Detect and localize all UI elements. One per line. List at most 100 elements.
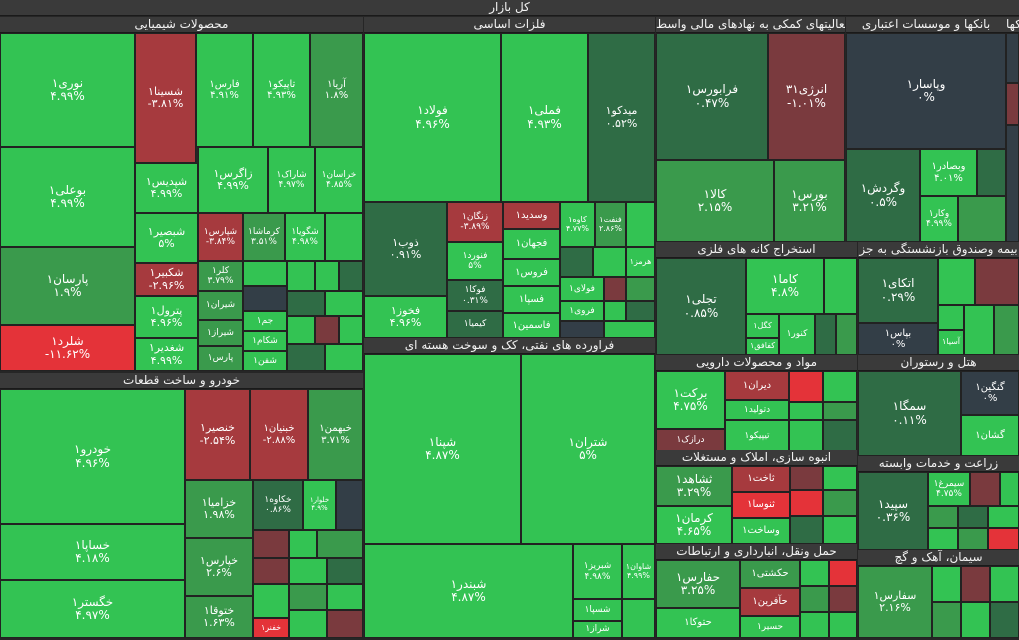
treemap-tile[interactable]: کرماشا۱ ۳.۵۱% [243,213,285,261]
treemap-tile-small[interactable] [560,247,593,277]
treemap-tile[interactable]: شاراک۱ ۴.۹۷% [268,147,315,213]
treemap-tile[interactable]: خساپا۱ ۴.۱۸% [0,524,185,580]
treemap-tile-small[interactable] [626,202,655,247]
treemap-tile[interactable]: خزامیا۱ ۱.۹۸% [185,480,253,538]
treemap-tile[interactable]: سیمرغ۱ ۴.۷۵% [928,472,970,506]
treemap-tile-small[interactable] [339,316,363,344]
treemap-tile[interactable]: تیپیکو۱ [725,420,789,452]
treemap-tile[interactable]: فاسمین۱ [503,313,560,338]
treemap-tile[interactable]: شبصیر۱ ۵% [135,213,198,263]
treemap-tile[interactable]: شبندر۱ ۴.۸۷% [364,544,573,638]
treemap-tile[interactable]: وپاسار۱ ۰% [846,33,1006,149]
treemap-tile[interactable]: اتکای۱ ۰.۲۹% [858,258,938,323]
treemap-tile[interactable]: خفنر۱ [253,618,289,638]
treemap-tile-small[interactable] [327,610,363,638]
treemap-tile-small[interactable] [604,301,626,321]
treemap-tile[interactable]: دیران۱ [725,371,789,400]
treemap-tile-small[interactable] [928,506,958,528]
treemap-tile[interactable]: جم۱ [243,311,287,331]
treemap-tile-small[interactable] [988,506,1019,528]
treemap-tile[interactable]: وکار۱ ۴.۹۹% [920,196,958,242]
treemap-tile[interactable]: فولاد۱ ۴.۹۶% [364,33,501,202]
treemap-tile[interactable]: تاپیکو۱ ۴.۹۳% [253,33,310,147]
treemap-tile[interactable]: شلرد۱ -۱۱.۶۲% [0,325,135,371]
treemap-tile-small[interactable] [315,316,339,344]
treemap-tile-small[interactable] [790,490,823,516]
treemap-tile-small[interactable] [1006,33,1019,83]
treemap-tile-small[interactable] [317,530,363,558]
treemap-tile-small[interactable] [790,516,823,544]
treemap-tile[interactable]: وساخت۱ [732,518,790,544]
treemap-tile[interactable]: شسپا۱ [573,599,622,621]
treemap-tile[interactable]: حآفرین۱ [740,588,800,616]
treemap-tile[interactable]: شیران۱ [198,291,243,320]
treemap-tile[interactable]: شپدیس۱ ۴.۹۹% [135,163,198,213]
treemap-tile-small[interactable] [289,530,317,558]
treemap-tile[interactable]: آسیا۱ [938,330,964,355]
treemap-tile-small[interactable] [604,321,655,338]
treemap-tile-small[interactable] [287,344,325,371]
treemap-tile[interactable]: خبهمن۱ ۳.۷۱% [308,389,363,480]
treemap-tile[interactable]: آریا۱ ۱.۸% [310,33,363,147]
treemap-tile[interactable]: بوعلی۱ ۴.۹۹% [0,147,135,247]
treemap-tile-small[interactable] [287,261,315,291]
treemap-tile[interactable]: فولای۱ [560,277,604,301]
treemap-tile-small[interactable] [289,584,327,610]
treemap-tile-small[interactable] [325,291,363,316]
treemap-tile-small[interactable] [243,286,287,311]
treemap-tile-small[interactable] [958,528,988,550]
treemap-tile-small[interactable] [800,560,829,586]
treemap-tile-small[interactable] [961,602,990,638]
treemap-tile-small[interactable] [829,612,857,638]
treemap-tile[interactable]: شپنا۱ ۴.۸۷% [364,354,521,544]
treemap-tile-small[interactable] [928,528,958,550]
treemap-tile-small[interactable] [988,528,1019,550]
treemap-tile-small[interactable] [823,371,857,402]
treemap-tile-small[interactable] [287,316,315,344]
treemap-tile[interactable]: خودرو۱ ۴.۹۶% [0,389,185,524]
treemap-tile-small[interactable] [800,612,829,638]
treemap-tile-small[interactable] [977,149,1006,196]
treemap-tile[interactable]: خگستر۱ ۴.۹۷% [0,580,185,638]
treemap-tile-small[interactable] [994,305,1019,355]
treemap-tile[interactable]: دتولید۱ [725,400,789,420]
treemap-tile[interactable]: ثنوسا۱ [732,492,790,518]
treemap-tile-small[interactable] [253,530,289,558]
treemap-tile[interactable]: میدکو۱ ۰.۵۲% [588,33,655,202]
treemap-tile[interactable]: شپارس۱ -۳.۸۴% [198,213,243,261]
treemap-tile[interactable]: انرژی۳۱ -۱.۰۱% [768,33,845,160]
treemap-tile[interactable]: فوکا۱ ۰.۳۱% [447,280,503,311]
treemap-tile[interactable]: شکبیر۱ -۲.۹۶% [135,263,198,296]
treemap-tile[interactable]: کرمان۱ ۴.۶۵% [656,506,732,544]
treemap-tile[interactable]: وبصادر۱ ۴.۰۱% [920,149,977,196]
treemap-tile-small[interactable] [990,566,1019,602]
treemap-tile[interactable]: حتوکا۱ [656,608,740,638]
treemap-tile[interactable]: بپاس۱ ۰% [858,323,938,355]
treemap-tile-small[interactable] [823,420,857,452]
treemap-tile[interactable]: فنورد۱ ۵% [447,242,503,280]
treemap-tile[interactable]: شفن۱ [243,351,287,371]
treemap-tile-small[interactable] [932,602,961,638]
treemap-tile[interactable]: شتران۱ ۵% [521,354,655,544]
treemap-tile-small[interactable] [789,420,823,452]
treemap-tile-small[interactable] [823,490,857,516]
treemap-tile[interactable]: خبنیان۱ -۲.۸۸% [250,389,308,480]
treemap-tile-small[interactable] [932,566,961,602]
treemap-tile-small[interactable] [815,314,836,355]
treemap-tile-small[interactable] [789,371,823,402]
treemap-tile-small[interactable] [325,344,363,371]
treemap-tile[interactable]: بورس۱ ۳.۲۱% [774,160,845,242]
treemap-tile-small[interactable] [823,402,857,420]
treemap-tile-small[interactable] [327,558,363,584]
treemap-tile-small[interactable] [938,305,964,330]
treemap-tile-small[interactable] [327,584,363,610]
treemap-tile-small[interactable] [289,558,327,584]
treemap-tile[interactable]: حفارس۱ ۳.۲۵% [656,560,740,608]
treemap-tile-small[interactable] [790,466,823,490]
treemap-tile-small[interactable] [990,602,1019,638]
treemap-tile[interactable]: نوری۱ ۴.۹۹% [0,33,135,147]
treemap-tile[interactable]: گنگین۱ ۰% [961,371,1019,415]
treemap-tile[interactable]: ثاخت۱ [732,466,790,492]
treemap-tile[interactable]: فسپا۱ [503,286,560,313]
treemap-tile[interactable]: کاما۱ ۴.۸% [746,258,824,314]
